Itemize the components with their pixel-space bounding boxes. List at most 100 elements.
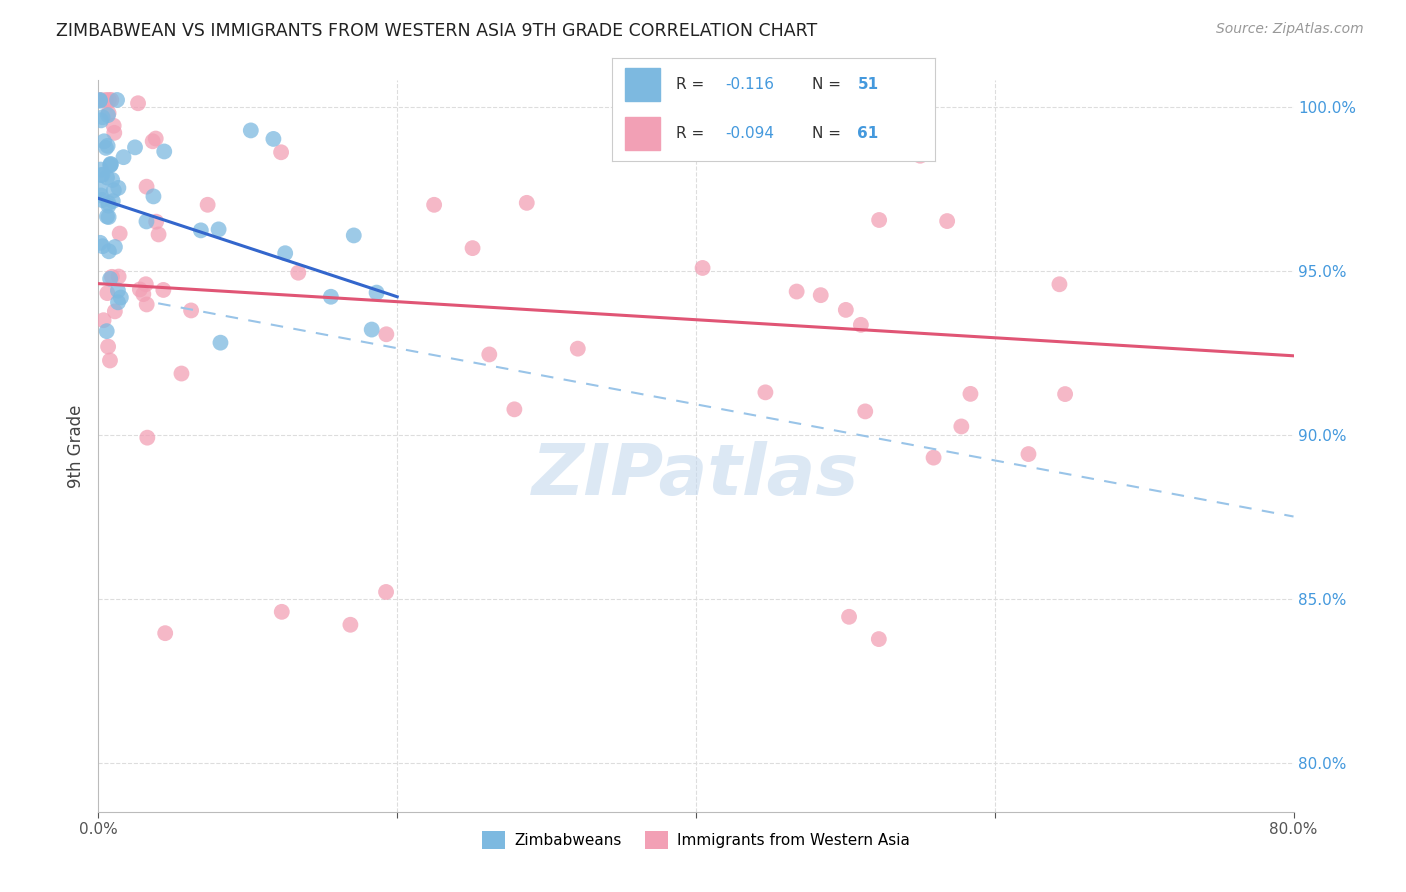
Point <box>107 295 129 310</box>
Point <box>101 269 124 284</box>
Point <box>135 179 157 194</box>
Point <box>97 244 120 259</box>
Point <box>849 318 872 332</box>
Point <box>786 285 808 299</box>
Point <box>89 93 111 107</box>
Point <box>97 340 120 354</box>
Point <box>97 210 120 224</box>
Point <box>239 123 262 137</box>
Point <box>96 286 118 301</box>
Text: Source: ZipAtlas.com: Source: ZipAtlas.com <box>1216 22 1364 37</box>
Point <box>287 266 309 280</box>
Point <box>127 96 149 111</box>
Point <box>110 290 132 304</box>
Point <box>90 188 112 202</box>
Point <box>868 632 890 646</box>
Point <box>516 195 538 210</box>
Point <box>567 342 589 356</box>
Point <box>135 297 157 311</box>
Point <box>100 157 122 171</box>
Legend: Zimbabweans, Immigrants from Western Asia: Zimbabweans, Immigrants from Western Asi… <box>477 824 915 855</box>
Point <box>375 327 398 342</box>
Point <box>339 617 361 632</box>
Point <box>91 239 114 253</box>
Point <box>142 189 165 203</box>
Point <box>97 196 120 211</box>
Point <box>89 182 111 196</box>
Y-axis label: 9th Grade: 9th Grade <box>66 404 84 488</box>
Point <box>145 215 167 229</box>
Text: ZIPatlas: ZIPatlas <box>533 441 859 509</box>
Point <box>108 227 131 241</box>
Point <box>366 285 388 300</box>
Point <box>692 260 714 275</box>
Point <box>93 134 115 148</box>
Point <box>262 132 284 146</box>
Point <box>112 150 135 164</box>
Point <box>423 198 446 212</box>
Point <box>478 347 501 361</box>
Point <box>91 168 114 182</box>
Point <box>107 284 129 298</box>
Point <box>135 277 157 292</box>
Point <box>98 158 121 172</box>
Point <box>153 626 176 640</box>
Point <box>936 214 959 228</box>
Point <box>91 193 114 207</box>
Point <box>96 170 118 185</box>
Point <box>270 145 292 160</box>
Point <box>1049 277 1071 292</box>
Point <box>104 240 127 254</box>
Point <box>135 214 157 228</box>
Point <box>180 303 202 318</box>
Point <box>90 113 112 128</box>
Point <box>835 302 858 317</box>
Point <box>503 402 526 417</box>
Point <box>959 387 981 401</box>
Point <box>91 110 114 124</box>
Text: N =: N = <box>813 127 846 142</box>
Text: -0.094: -0.094 <box>725 127 773 142</box>
Bar <box>624 118 661 150</box>
Point <box>132 287 155 301</box>
Text: N =: N = <box>813 77 846 92</box>
Bar <box>624 69 661 101</box>
Point <box>89 93 111 107</box>
Point <box>1054 387 1077 401</box>
Point <box>93 313 115 327</box>
Point <box>107 269 129 284</box>
Point <box>94 93 117 107</box>
Point <box>908 149 931 163</box>
Point <box>101 194 124 208</box>
Point <box>98 353 121 368</box>
Point <box>343 228 366 243</box>
Point <box>97 199 120 213</box>
Point <box>107 181 129 195</box>
Point <box>103 183 125 197</box>
Text: 61: 61 <box>858 127 879 142</box>
Point <box>153 145 176 159</box>
Point <box>375 585 398 599</box>
Point <box>148 227 170 242</box>
Text: ZIMBABWEAN VS IMMIGRANTS FROM WESTERN ASIA 9TH GRADE CORRELATION CHART: ZIMBABWEAN VS IMMIGRANTS FROM WESTERN AS… <box>56 22 817 40</box>
Point <box>810 288 832 302</box>
Point <box>360 322 382 336</box>
Point <box>197 198 219 212</box>
Text: R =: R = <box>676 77 714 92</box>
Point <box>97 106 120 120</box>
Point <box>103 119 125 133</box>
Point <box>96 210 118 224</box>
Point <box>97 139 120 153</box>
Point <box>853 404 876 418</box>
Point <box>209 335 232 350</box>
Text: R =: R = <box>676 127 710 142</box>
Point <box>105 93 128 107</box>
Text: 51: 51 <box>858 77 879 92</box>
Text: -0.116: -0.116 <box>725 77 773 92</box>
Point <box>170 367 193 381</box>
Point <box>922 450 945 465</box>
Point <box>97 93 120 107</box>
Point <box>94 141 117 155</box>
Point <box>270 605 292 619</box>
Point <box>1017 447 1039 461</box>
